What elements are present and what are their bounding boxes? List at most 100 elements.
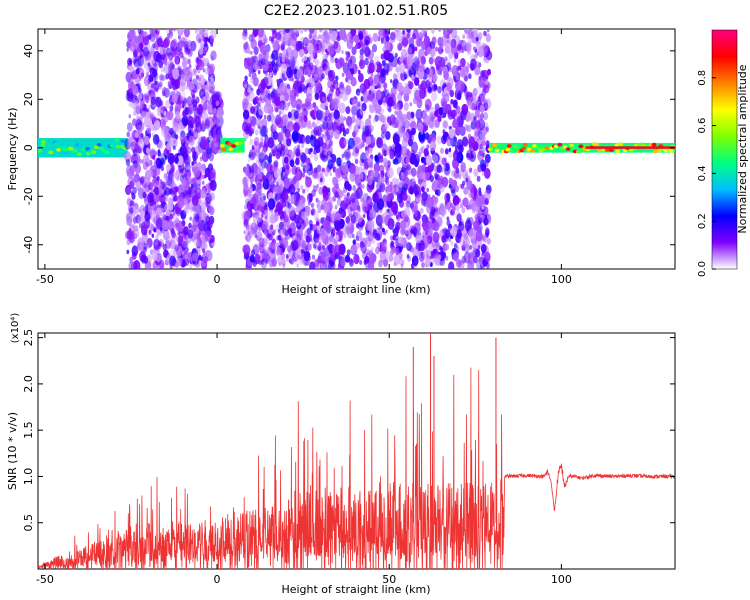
spectrogram-cell bbox=[255, 155, 259, 160]
spectrogram-cell bbox=[138, 213, 144, 223]
spectrogram-cell bbox=[456, 151, 464, 164]
spectrogram-cell bbox=[280, 144, 285, 151]
spectrogram-cell bbox=[252, 213, 255, 218]
spectrogram-cell bbox=[340, 257, 346, 267]
spectrogram-cell bbox=[476, 175, 481, 182]
spectrogram-cell bbox=[163, 190, 167, 196]
spectrogram-cell bbox=[152, 115, 157, 123]
spectrogram-cell bbox=[129, 207, 134, 215]
spectrogram-cell bbox=[343, 116, 347, 121]
spectrogram-cell bbox=[250, 106, 256, 115]
spectrogram-cell bbox=[244, 75, 248, 81]
spectrogram-cell bbox=[430, 206, 436, 216]
spectrogram-cell bbox=[170, 228, 175, 234]
spectrogram-cell bbox=[442, 129, 446, 134]
spectrogram-cell bbox=[128, 102, 132, 107]
spectrogram-cell bbox=[365, 39, 369, 45]
spectrogram-cell bbox=[186, 247, 189, 252]
spectrogram-cell bbox=[253, 136, 260, 147]
spectrogram-cell bbox=[400, 173, 405, 180]
spectrogram-cell bbox=[344, 180, 350, 190]
spectrogram-cell bbox=[368, 147, 373, 154]
spectrogram-cell bbox=[385, 178, 390, 186]
spectrogram-cell bbox=[256, 65, 260, 72]
spectrogram-cell bbox=[250, 196, 257, 208]
spectrogram-cell bbox=[191, 224, 197, 233]
spectrogram-cell bbox=[449, 89, 455, 98]
spectrogram-region bbox=[124, 29, 217, 269]
spectrogram-cell bbox=[593, 142, 599, 147]
spectrogram-cell bbox=[318, 34, 321, 39]
spectrogram-cell bbox=[395, 118, 399, 123]
spectrogram-cell bbox=[391, 116, 399, 129]
spectrogram-cell bbox=[270, 143, 277, 154]
spectrogram-cell bbox=[354, 158, 359, 164]
spectrogram-cell bbox=[475, 67, 480, 75]
spectrogram-cell bbox=[422, 29, 428, 35]
spectrogram-cell bbox=[475, 120, 481, 129]
spectrogram-cell bbox=[361, 158, 365, 164]
spectrogram-cell bbox=[209, 192, 215, 201]
spectrogram-cell bbox=[140, 224, 148, 236]
spectrogram-cell bbox=[154, 241, 158, 246]
spectrogram-cell bbox=[344, 196, 349, 205]
spectrogram-cell bbox=[411, 74, 415, 80]
spectrogram-cell bbox=[255, 117, 262, 127]
spectrogram-cell bbox=[203, 255, 209, 264]
spectrogram-cell bbox=[354, 34, 360, 44]
spectrogram-cell bbox=[444, 243, 450, 251]
spectrogram-cell bbox=[385, 35, 390, 43]
spectrogram-cell bbox=[371, 85, 375, 91]
spectrogram-cell bbox=[334, 191, 339, 198]
spectrogram-cell bbox=[243, 218, 249, 226]
spectrogram-cell bbox=[197, 183, 201, 190]
spectrogram-cell bbox=[618, 142, 624, 146]
spectrogram-cell bbox=[423, 114, 430, 126]
spectrogram-cell bbox=[346, 249, 351, 256]
spectrogram-cell bbox=[326, 93, 333, 103]
spectrogram-cell bbox=[425, 230, 429, 236]
spectrogram-cell bbox=[196, 240, 202, 249]
spectrogram-cell bbox=[133, 111, 136, 116]
spectrogram-cell bbox=[307, 70, 312, 78]
spectrogram-cell bbox=[419, 63, 425, 73]
spectrogram-cell bbox=[372, 192, 379, 204]
spectrogram-cell bbox=[366, 248, 370, 254]
spectrogram-cell bbox=[138, 158, 142, 164]
spectrogram-cell bbox=[466, 96, 472, 106]
spectrogram-cell bbox=[155, 29, 158, 34]
spectrogram-cell bbox=[570, 146, 576, 150]
spectrogram-cell bbox=[168, 188, 173, 195]
spectrogram-cell bbox=[431, 36, 437, 45]
spectrogram-cell bbox=[345, 106, 351, 115]
spectrogram-cell bbox=[145, 69, 149, 75]
spectrogram-cell bbox=[382, 227, 385, 233]
spectrogram-cell bbox=[270, 36, 275, 42]
spectrogram-cell bbox=[137, 29, 142, 35]
spectrogram-cell bbox=[410, 167, 417, 177]
spectrogram-cell bbox=[364, 256, 370, 264]
spectrogram-cell bbox=[165, 235, 172, 247]
spectrogram-cell bbox=[126, 229, 134, 241]
spectrogram-cell bbox=[201, 91, 204, 96]
spectrogram-cell bbox=[158, 81, 163, 88]
spectrogram-cell bbox=[214, 142, 219, 149]
spectrogram-cell bbox=[200, 188, 207, 199]
spectrogram-cell bbox=[349, 35, 355, 44]
spectrogram-cell bbox=[394, 184, 397, 189]
spectrogram-cell bbox=[171, 220, 177, 229]
spectrogram-cell bbox=[187, 103, 195, 115]
spectrogram-cell bbox=[143, 242, 148, 250]
spectrogram-cell bbox=[99, 146, 104, 151]
spectrogram-cell bbox=[143, 59, 151, 70]
spectrogram-cell bbox=[173, 194, 178, 202]
spectrogram-cell bbox=[134, 225, 139, 232]
spectrogram-cell bbox=[361, 102, 367, 112]
spectrogram-cell bbox=[160, 165, 164, 172]
spectrogram-cell bbox=[177, 197, 185, 209]
spectrogram-cell bbox=[309, 110, 314, 117]
spectrogram-cell bbox=[132, 118, 137, 126]
spectrogram-cell bbox=[56, 148, 62, 152]
spectrogram-cell bbox=[368, 62, 375, 74]
spectrogram-cell bbox=[355, 205, 361, 215]
